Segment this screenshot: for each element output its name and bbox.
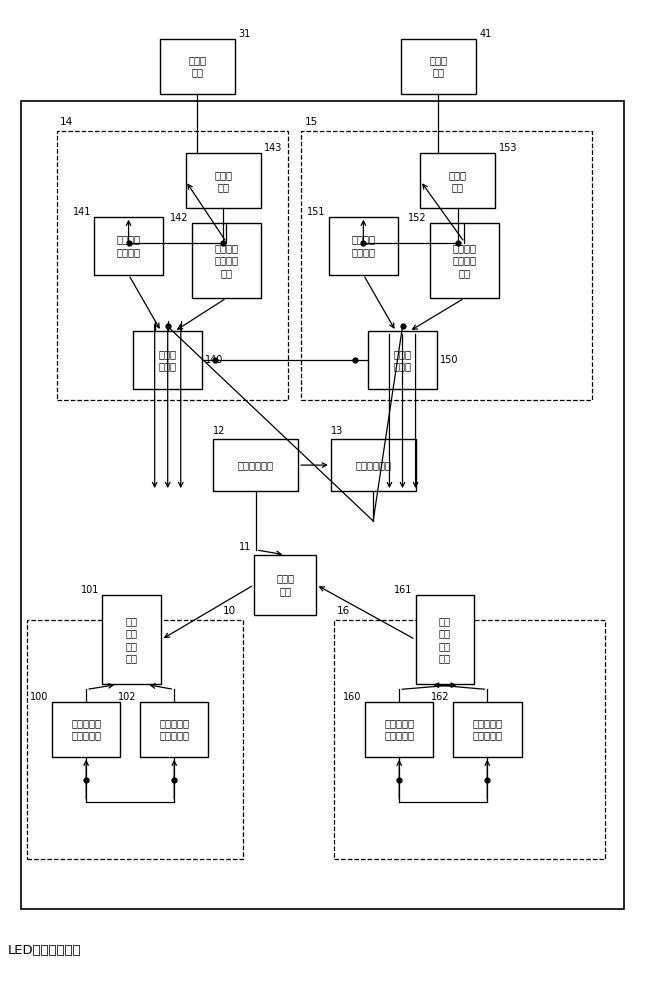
Text: 第一开
关管: 第一开 关管 [188,55,206,77]
Bar [331,439,415,491]
Text: 151: 151 [307,207,326,217]
Bar [401,39,476,94]
Text: 第一控
制单元: 第一控 制单元 [159,349,177,372]
Text: 13: 13 [331,426,343,436]
Text: 第一退磁
检测单元: 第一退磁 检测单元 [117,235,141,257]
Text: 102: 102 [118,692,137,702]
Text: 第一关断时
间检测单元: 第一关断时 间检测单元 [159,718,189,741]
Text: 153: 153 [498,143,517,153]
Text: 第二控
制单元: 第二控 制单元 [394,349,411,372]
Text: 第二开
关管: 第二开 关管 [430,55,447,77]
Bar [415,595,474,684]
Bar [21,101,624,909]
Text: 101: 101 [81,585,99,595]
Text: 140: 140 [205,355,223,365]
Text: 脉宽调制模块: 脉宽调制模块 [355,460,391,470]
Text: 160: 160 [343,692,362,702]
Bar [301,131,591,400]
Text: LED恒流驱动芯片: LED恒流驱动芯片 [8,944,81,957]
Text: 第二导通时
间检测单元: 第二导通时 间检测单元 [384,718,414,741]
Text: 编码译码模块: 编码译码模块 [238,460,274,470]
Bar [430,223,498,298]
Bar [57,131,288,400]
Text: 100: 100 [30,692,48,702]
Text: 循环计
数器: 循环计 数器 [276,574,294,596]
Bar [94,217,163,275]
Bar [192,223,261,298]
Bar [421,153,495,208]
Text: 143: 143 [264,143,282,153]
Bar [329,217,398,275]
Text: 第四开
关管: 第四开 关管 [449,170,467,192]
Text: 16: 16 [337,606,350,616]
Bar [254,555,316,615]
Text: 142: 142 [170,213,189,223]
Text: 41: 41 [479,29,491,39]
Text: 第二退磁
检测单元: 第二退磁 检测单元 [351,235,375,257]
Text: 15: 15 [305,117,318,127]
Text: 12: 12 [214,426,226,436]
Bar [334,620,605,859]
Bar [160,39,234,94]
Bar [214,439,298,491]
Text: 第二
移位
控制
单元: 第二 移位 控制 单元 [439,616,451,663]
Text: 152: 152 [408,213,427,223]
Bar [140,702,208,757]
Text: 第二峰值
电压检测
单元: 第二峰值 电压检测 单元 [453,243,476,278]
Text: 第一
移位
控制
单元: 第一 移位 控制 单元 [126,616,138,663]
Text: 第二关断时
间检测单元: 第二关断时 间检测单元 [472,718,502,741]
Text: 第一峰值
电压检测
单元: 第一峰值 电压检测 单元 [214,243,238,278]
Text: 14: 14 [60,117,73,127]
Bar [28,620,243,859]
Text: 161: 161 [394,585,412,595]
Text: 162: 162 [431,692,450,702]
Text: 第三开
关管: 第三开 关管 [214,170,232,192]
Bar [185,153,261,208]
Text: 31: 31 [238,29,250,39]
Bar [102,595,161,684]
Bar [52,702,121,757]
Text: 第一导通时
间检测单元: 第一导通时 间检测单元 [71,718,101,741]
Text: 141: 141 [73,207,91,217]
Text: 150: 150 [440,355,458,365]
Text: 10: 10 [223,606,236,616]
Bar [368,331,437,389]
Bar [453,702,521,757]
Bar [365,702,434,757]
Text: 11: 11 [238,542,251,552]
Bar [134,331,202,389]
